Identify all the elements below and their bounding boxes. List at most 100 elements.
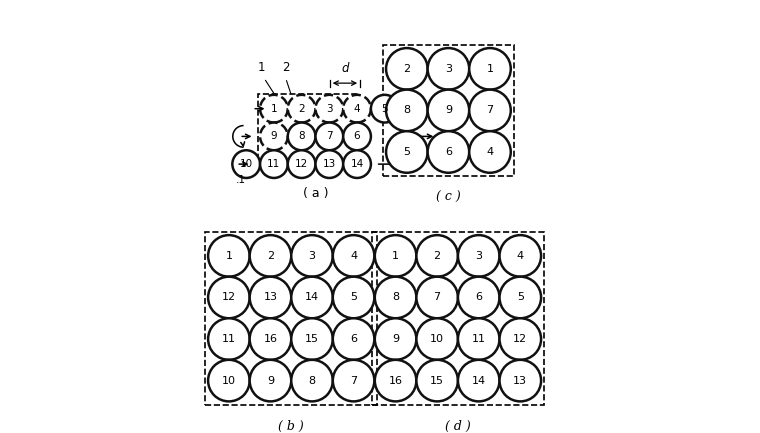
Text: 11: 11	[222, 334, 236, 344]
Text: 9: 9	[392, 334, 399, 344]
Text: 3: 3	[309, 251, 315, 261]
Circle shape	[458, 360, 499, 401]
Text: 14: 14	[305, 292, 319, 303]
Circle shape	[375, 277, 416, 318]
Circle shape	[375, 360, 416, 401]
Circle shape	[375, 318, 416, 360]
Text: 1: 1	[392, 251, 399, 261]
Circle shape	[315, 95, 344, 123]
Circle shape	[416, 277, 458, 318]
Circle shape	[416, 360, 458, 401]
Circle shape	[250, 277, 291, 318]
Circle shape	[250, 318, 291, 360]
Circle shape	[469, 131, 511, 173]
Circle shape	[499, 360, 541, 401]
Text: 7: 7	[350, 375, 357, 386]
Text: 2: 2	[434, 251, 441, 261]
Circle shape	[288, 150, 315, 178]
Text: 5: 5	[382, 103, 388, 114]
Circle shape	[386, 131, 428, 173]
Text: 12: 12	[513, 334, 527, 344]
Text: 13: 13	[264, 292, 277, 303]
Text: 7: 7	[486, 105, 493, 116]
Text: .1: .1	[236, 175, 245, 185]
Text: 2: 2	[404, 64, 410, 74]
Text: 16: 16	[264, 334, 277, 344]
Text: 13: 13	[513, 375, 527, 386]
Circle shape	[291, 318, 333, 360]
Text: 1: 1	[226, 251, 233, 261]
Text: 16: 16	[388, 375, 403, 386]
Circle shape	[458, 235, 499, 277]
Circle shape	[315, 123, 344, 150]
Text: ( d ): ( d )	[445, 420, 470, 433]
Circle shape	[469, 48, 511, 90]
Circle shape	[333, 318, 375, 360]
Text: 2: 2	[267, 251, 274, 261]
Circle shape	[458, 318, 499, 360]
Circle shape	[208, 235, 250, 277]
Circle shape	[499, 277, 541, 318]
Circle shape	[386, 90, 428, 131]
Circle shape	[386, 48, 428, 90]
Text: 5: 5	[517, 292, 524, 303]
Circle shape	[428, 48, 469, 90]
Text: 14: 14	[350, 159, 364, 169]
Circle shape	[315, 150, 344, 178]
Circle shape	[416, 235, 458, 277]
Circle shape	[333, 360, 375, 401]
Text: 5: 5	[350, 292, 357, 303]
Text: 4: 4	[350, 251, 357, 261]
Text: ( a ): ( a )	[302, 187, 328, 200]
Circle shape	[375, 235, 416, 277]
Text: 6: 6	[475, 292, 483, 303]
Text: ( c ): ( c )	[436, 191, 461, 204]
Circle shape	[288, 123, 315, 150]
Circle shape	[291, 360, 333, 401]
Circle shape	[291, 277, 333, 318]
Text: 10: 10	[222, 375, 236, 386]
Circle shape	[499, 235, 541, 277]
Text: 13: 13	[323, 159, 336, 169]
Text: 15: 15	[430, 375, 444, 386]
Text: 2: 2	[282, 61, 290, 74]
Text: 6: 6	[353, 131, 360, 142]
Text: 15: 15	[305, 334, 319, 344]
Text: 8: 8	[392, 292, 399, 303]
Text: d: d	[341, 62, 349, 75]
Text: 1: 1	[486, 64, 493, 74]
Text: 8: 8	[404, 105, 410, 116]
Text: 11: 11	[472, 334, 486, 344]
Text: 4: 4	[486, 147, 493, 157]
Circle shape	[233, 150, 260, 178]
Text: 5: 5	[404, 147, 410, 157]
Circle shape	[260, 150, 288, 178]
Text: 12: 12	[295, 159, 309, 169]
Text: 11: 11	[268, 159, 280, 169]
Circle shape	[260, 123, 288, 150]
Text: 3: 3	[475, 251, 483, 261]
Circle shape	[250, 360, 291, 401]
Text: 8: 8	[309, 375, 315, 386]
Circle shape	[371, 95, 398, 123]
Text: 10: 10	[239, 159, 253, 169]
Text: 1: 1	[271, 103, 277, 114]
Text: 9: 9	[267, 375, 274, 386]
Circle shape	[344, 123, 371, 150]
Circle shape	[288, 95, 315, 123]
Circle shape	[260, 95, 288, 123]
Circle shape	[458, 277, 499, 318]
Circle shape	[416, 318, 458, 360]
Text: 7: 7	[434, 292, 441, 303]
Circle shape	[428, 131, 469, 173]
Text: 2: 2	[299, 103, 305, 114]
Circle shape	[344, 150, 371, 178]
Circle shape	[208, 318, 250, 360]
Text: 6: 6	[350, 334, 357, 344]
Text: 4: 4	[353, 103, 360, 114]
Text: 4: 4	[517, 251, 524, 261]
Circle shape	[344, 95, 371, 123]
Text: ( b ): ( b )	[278, 420, 304, 433]
Circle shape	[333, 235, 375, 277]
Circle shape	[291, 235, 333, 277]
